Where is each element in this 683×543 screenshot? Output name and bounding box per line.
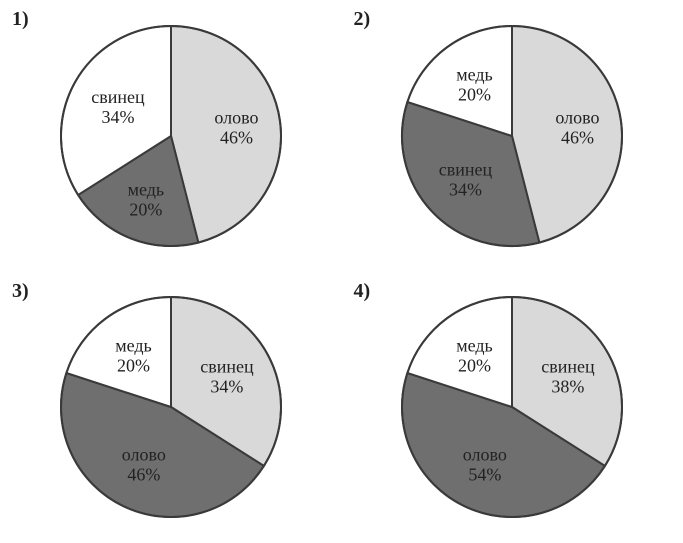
slice-pct: 34% xyxy=(449,179,482,199)
slice-label-group: медь20% xyxy=(127,179,164,219)
slice-name: свинец xyxy=(439,159,493,179)
slice-name: олово xyxy=(556,107,600,127)
slice-name: олово xyxy=(463,445,507,465)
chart-cell: 3) свинец34% олово46% медь20% xyxy=(0,272,342,543)
slice-pct: 20% xyxy=(117,356,150,376)
chart-wrap: олово46% медь20% свинец34% xyxy=(59,24,283,248)
slice-pct: 34% xyxy=(210,377,243,397)
slice-label-group: олово46% xyxy=(122,445,166,485)
slice-label-group: медь20% xyxy=(456,336,493,376)
slice-name: олово xyxy=(122,445,166,465)
slice-label-group: медь20% xyxy=(115,336,152,376)
slice-pct: 46% xyxy=(561,127,594,147)
slice-name: медь xyxy=(127,179,164,199)
slice-name: медь xyxy=(456,64,493,84)
page: 1)олово46%медь20%свинец34%2)олово46%свин… xyxy=(0,0,683,543)
slice-label-group: олово46% xyxy=(214,107,258,147)
slice-pct: 20% xyxy=(458,356,491,376)
panel-label: 2) xyxy=(354,8,371,31)
chart-grid: 1)олово46%медь20%свинец34%2)олово46%свин… xyxy=(0,0,683,543)
panel-label: 1) xyxy=(12,8,29,31)
chart-cell: 1) олово46% медь20% свинец34% xyxy=(0,0,342,272)
slice-pct: 34% xyxy=(101,107,134,127)
panel-label: 4) xyxy=(354,280,371,303)
slice-pct: 20% xyxy=(129,199,162,219)
slice-name: медь xyxy=(115,336,152,356)
slice-name: свинец xyxy=(91,87,145,107)
chart-wrap: свинец38% олово54% медь20% xyxy=(400,295,624,519)
slice-label-group: олово46% xyxy=(556,107,600,147)
slice-pct: 46% xyxy=(220,127,253,147)
slice-name: свинец xyxy=(541,357,595,377)
pie-chart: олово46% свинец34% медь20% xyxy=(400,24,624,248)
pie-chart: олово46% медь20% свинец34% xyxy=(59,24,283,248)
chart-wrap: олово46% свинец34% медь20% xyxy=(400,24,624,248)
chart-wrap: свинец34% олово46% медь20% xyxy=(59,295,283,519)
chart-cell: 2) олово46% свинец34% медь20% xyxy=(342,0,683,272)
slice-name: свинец xyxy=(200,357,254,377)
slice-pct: 54% xyxy=(469,465,502,485)
slice-pct: 46% xyxy=(127,465,160,485)
slice-pct: 38% xyxy=(552,377,585,397)
slice-name: олово xyxy=(214,107,258,127)
slice-label-group: олово54% xyxy=(463,445,507,485)
pie-chart: свинец34% олово46% медь20% xyxy=(59,295,283,519)
slice-pct: 20% xyxy=(458,84,491,104)
chart-cell: 4) свинец38% олово54% медь20% xyxy=(342,272,683,543)
pie-chart: свинец38% олово54% медь20% xyxy=(400,295,624,519)
slice-label-group: медь20% xyxy=(456,64,493,104)
panel-label: 3) xyxy=(12,280,29,303)
slice-name: медь xyxy=(456,336,493,356)
